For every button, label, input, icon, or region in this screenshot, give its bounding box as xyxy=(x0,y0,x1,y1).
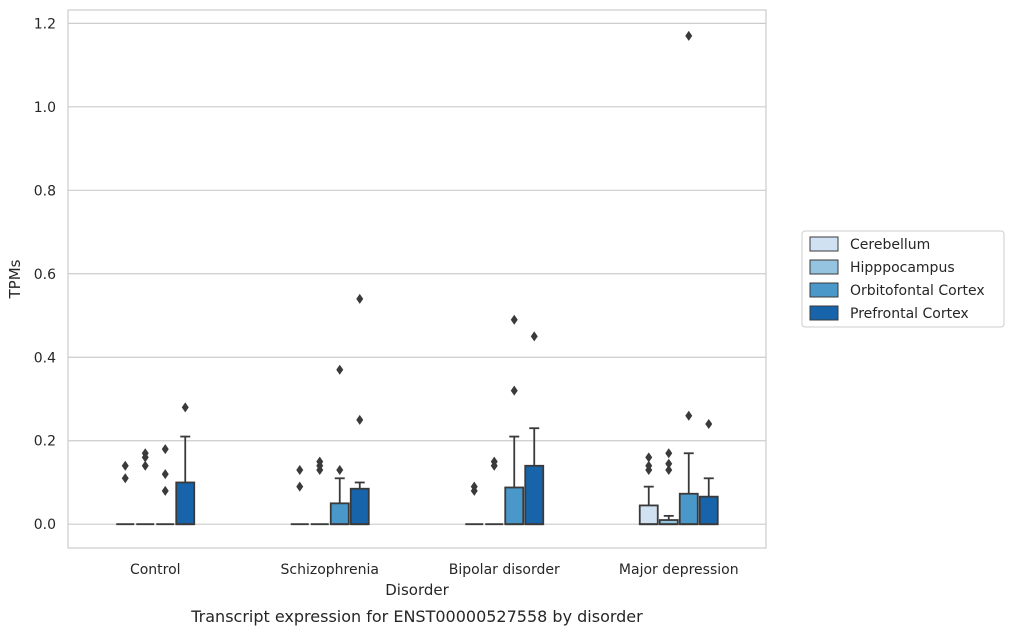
y-axis-label: TPMs xyxy=(6,259,24,299)
outlier-point xyxy=(336,464,344,475)
outlier-point xyxy=(121,473,129,484)
box xyxy=(698,495,719,526)
legend-swatch xyxy=(809,236,839,252)
outlier-point xyxy=(316,464,324,475)
y-axis-ticks: 0.0 0.2 0.4 0.6 0.8 1.0 1.2 xyxy=(34,16,56,533)
box-group xyxy=(349,293,370,526)
box xyxy=(638,504,659,526)
outlier-point xyxy=(336,364,344,375)
legend-frame xyxy=(801,230,1005,328)
box xyxy=(524,464,545,526)
box-group xyxy=(290,464,309,526)
gridlines xyxy=(68,22,766,525)
x-tick-label: Control xyxy=(130,562,181,578)
outlier-point xyxy=(685,410,693,421)
y-tick-label: 0.4 xyxy=(34,350,56,366)
box-group xyxy=(658,448,679,526)
box-group xyxy=(329,364,350,526)
legend-label: Cerebellum xyxy=(850,237,930,253)
outlier-point xyxy=(161,469,169,480)
outlier-point xyxy=(530,331,538,342)
legend-swatch xyxy=(809,305,839,321)
outlier-point xyxy=(181,402,189,413)
box-group xyxy=(698,419,719,526)
box-group xyxy=(485,456,504,526)
y-tick-label: 0.6 xyxy=(34,267,56,283)
y-tick-label: 0.8 xyxy=(34,183,56,199)
box-group xyxy=(175,402,196,526)
x-tick-label: Schizophrenia xyxy=(281,562,379,578)
y-tick-label: 1.2 xyxy=(34,16,56,32)
box-group xyxy=(504,314,525,526)
x-tick-label: Major depression xyxy=(619,562,739,578)
x-axis-ticks: Control Schizophrenia Bipolar disorder Majo… xyxy=(130,562,739,578)
outlier-point xyxy=(665,458,673,469)
outlier-point xyxy=(161,444,169,455)
outlier-point xyxy=(296,464,304,475)
legend-label: Hipppocampus xyxy=(850,260,955,276)
outlier-point xyxy=(510,314,518,325)
y-tick-label: 1.0 xyxy=(34,100,56,116)
box-group xyxy=(678,30,699,526)
box-series xyxy=(116,30,719,526)
outlier-point xyxy=(141,460,149,471)
box-group xyxy=(524,331,545,526)
outlier-point xyxy=(296,481,304,492)
box-group xyxy=(465,481,484,526)
outlier-point xyxy=(470,485,478,496)
box-group xyxy=(310,456,329,526)
box-group xyxy=(638,452,659,526)
outlier-point xyxy=(141,452,149,463)
box-group xyxy=(136,448,155,526)
legend-swatch xyxy=(809,282,839,298)
legend-swatch xyxy=(809,259,839,275)
outlier-point xyxy=(356,414,364,425)
outlier-point xyxy=(356,293,364,304)
outlier-point xyxy=(645,452,653,463)
x-tick-label: Bipolar disorder xyxy=(449,562,560,578)
box xyxy=(175,481,196,526)
legend-label: Prefrontal Cortex xyxy=(850,306,969,322)
legend-label: Orbitofontal Cortex xyxy=(850,283,985,299)
y-tick-label: 0.0 xyxy=(34,517,56,533)
box xyxy=(349,487,370,526)
chart-caption: Transcript expression for ENST0000052755… xyxy=(190,607,643,626)
outlier-point xyxy=(665,464,673,475)
outlier-point xyxy=(121,460,129,471)
outlier-point xyxy=(510,385,518,396)
outlier-point xyxy=(705,419,713,430)
box xyxy=(329,502,350,526)
plot-frame xyxy=(67,9,767,549)
legend: Cerebellum Hipppocampus Orbitofontal Corte… xyxy=(801,230,1005,328)
outlier-point xyxy=(645,464,653,475)
outlier-point xyxy=(665,448,673,459)
box-group xyxy=(156,444,175,526)
outlier-point xyxy=(490,460,498,471)
outlier-point xyxy=(685,30,693,41)
outlier-point xyxy=(161,485,169,496)
box-group xyxy=(116,460,135,526)
plot-area xyxy=(68,10,766,548)
y-tick-label: 0.2 xyxy=(34,434,56,450)
box xyxy=(504,486,525,526)
box xyxy=(678,492,699,526)
x-axis-label: Disorder xyxy=(385,581,449,599)
